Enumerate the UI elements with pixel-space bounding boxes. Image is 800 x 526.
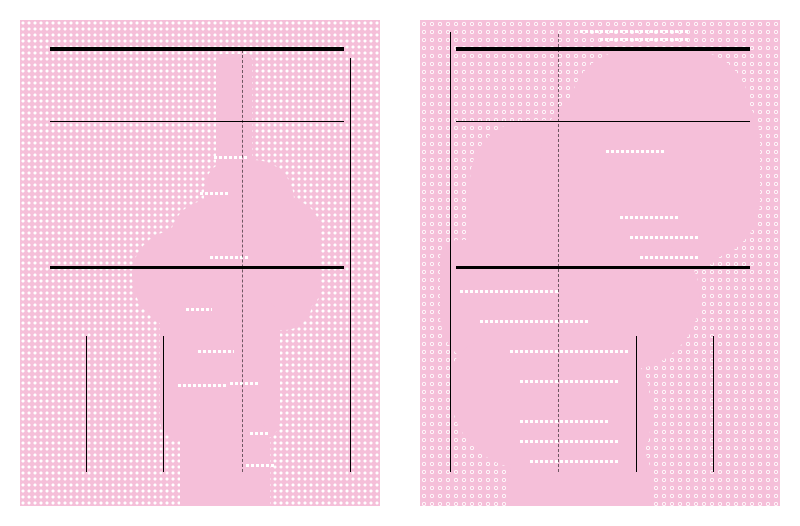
glyph-row xyxy=(198,350,234,353)
glyph-row xyxy=(630,236,700,239)
thin-rule xyxy=(50,121,344,122)
vertical-line xyxy=(86,336,87,472)
dotted-guide xyxy=(558,34,559,472)
glyph-row xyxy=(230,382,260,385)
glyph-row xyxy=(530,460,620,463)
dotted-guide xyxy=(242,50,243,472)
glyph-row xyxy=(214,156,248,159)
poster-left xyxy=(20,20,380,506)
thin-rule xyxy=(456,121,750,122)
glyph-row xyxy=(480,320,590,323)
glyph-row xyxy=(600,38,690,41)
glyph-row xyxy=(178,384,226,387)
silhouette-shape xyxy=(160,300,280,440)
thick-rule-top xyxy=(456,47,750,51)
glyph-row xyxy=(186,308,212,311)
glyph-row xyxy=(250,432,270,435)
thick-rule-top xyxy=(50,47,344,51)
glyph-row xyxy=(620,216,680,219)
vertical-line xyxy=(713,336,714,472)
glyph-row xyxy=(510,350,630,353)
vertical-line xyxy=(350,58,351,472)
glyph-row xyxy=(606,150,666,153)
silhouette-shape xyxy=(510,440,650,506)
glyph-row xyxy=(460,290,560,293)
glyph-row xyxy=(520,420,610,423)
thick-rule-middle xyxy=(50,266,344,269)
glyph-row xyxy=(640,256,700,259)
thick-rule-middle xyxy=(456,266,750,269)
glyph-row xyxy=(246,464,274,467)
glyph-row xyxy=(520,380,620,383)
poster-right xyxy=(420,20,780,506)
vertical-line xyxy=(636,336,637,472)
silhouette-shape xyxy=(540,80,760,260)
vertical-line xyxy=(163,336,164,472)
glyph-row xyxy=(210,256,250,259)
vertical-line xyxy=(450,32,451,472)
glyph-row xyxy=(200,192,230,195)
glyph-row xyxy=(520,440,620,443)
glyph-row xyxy=(580,30,690,33)
